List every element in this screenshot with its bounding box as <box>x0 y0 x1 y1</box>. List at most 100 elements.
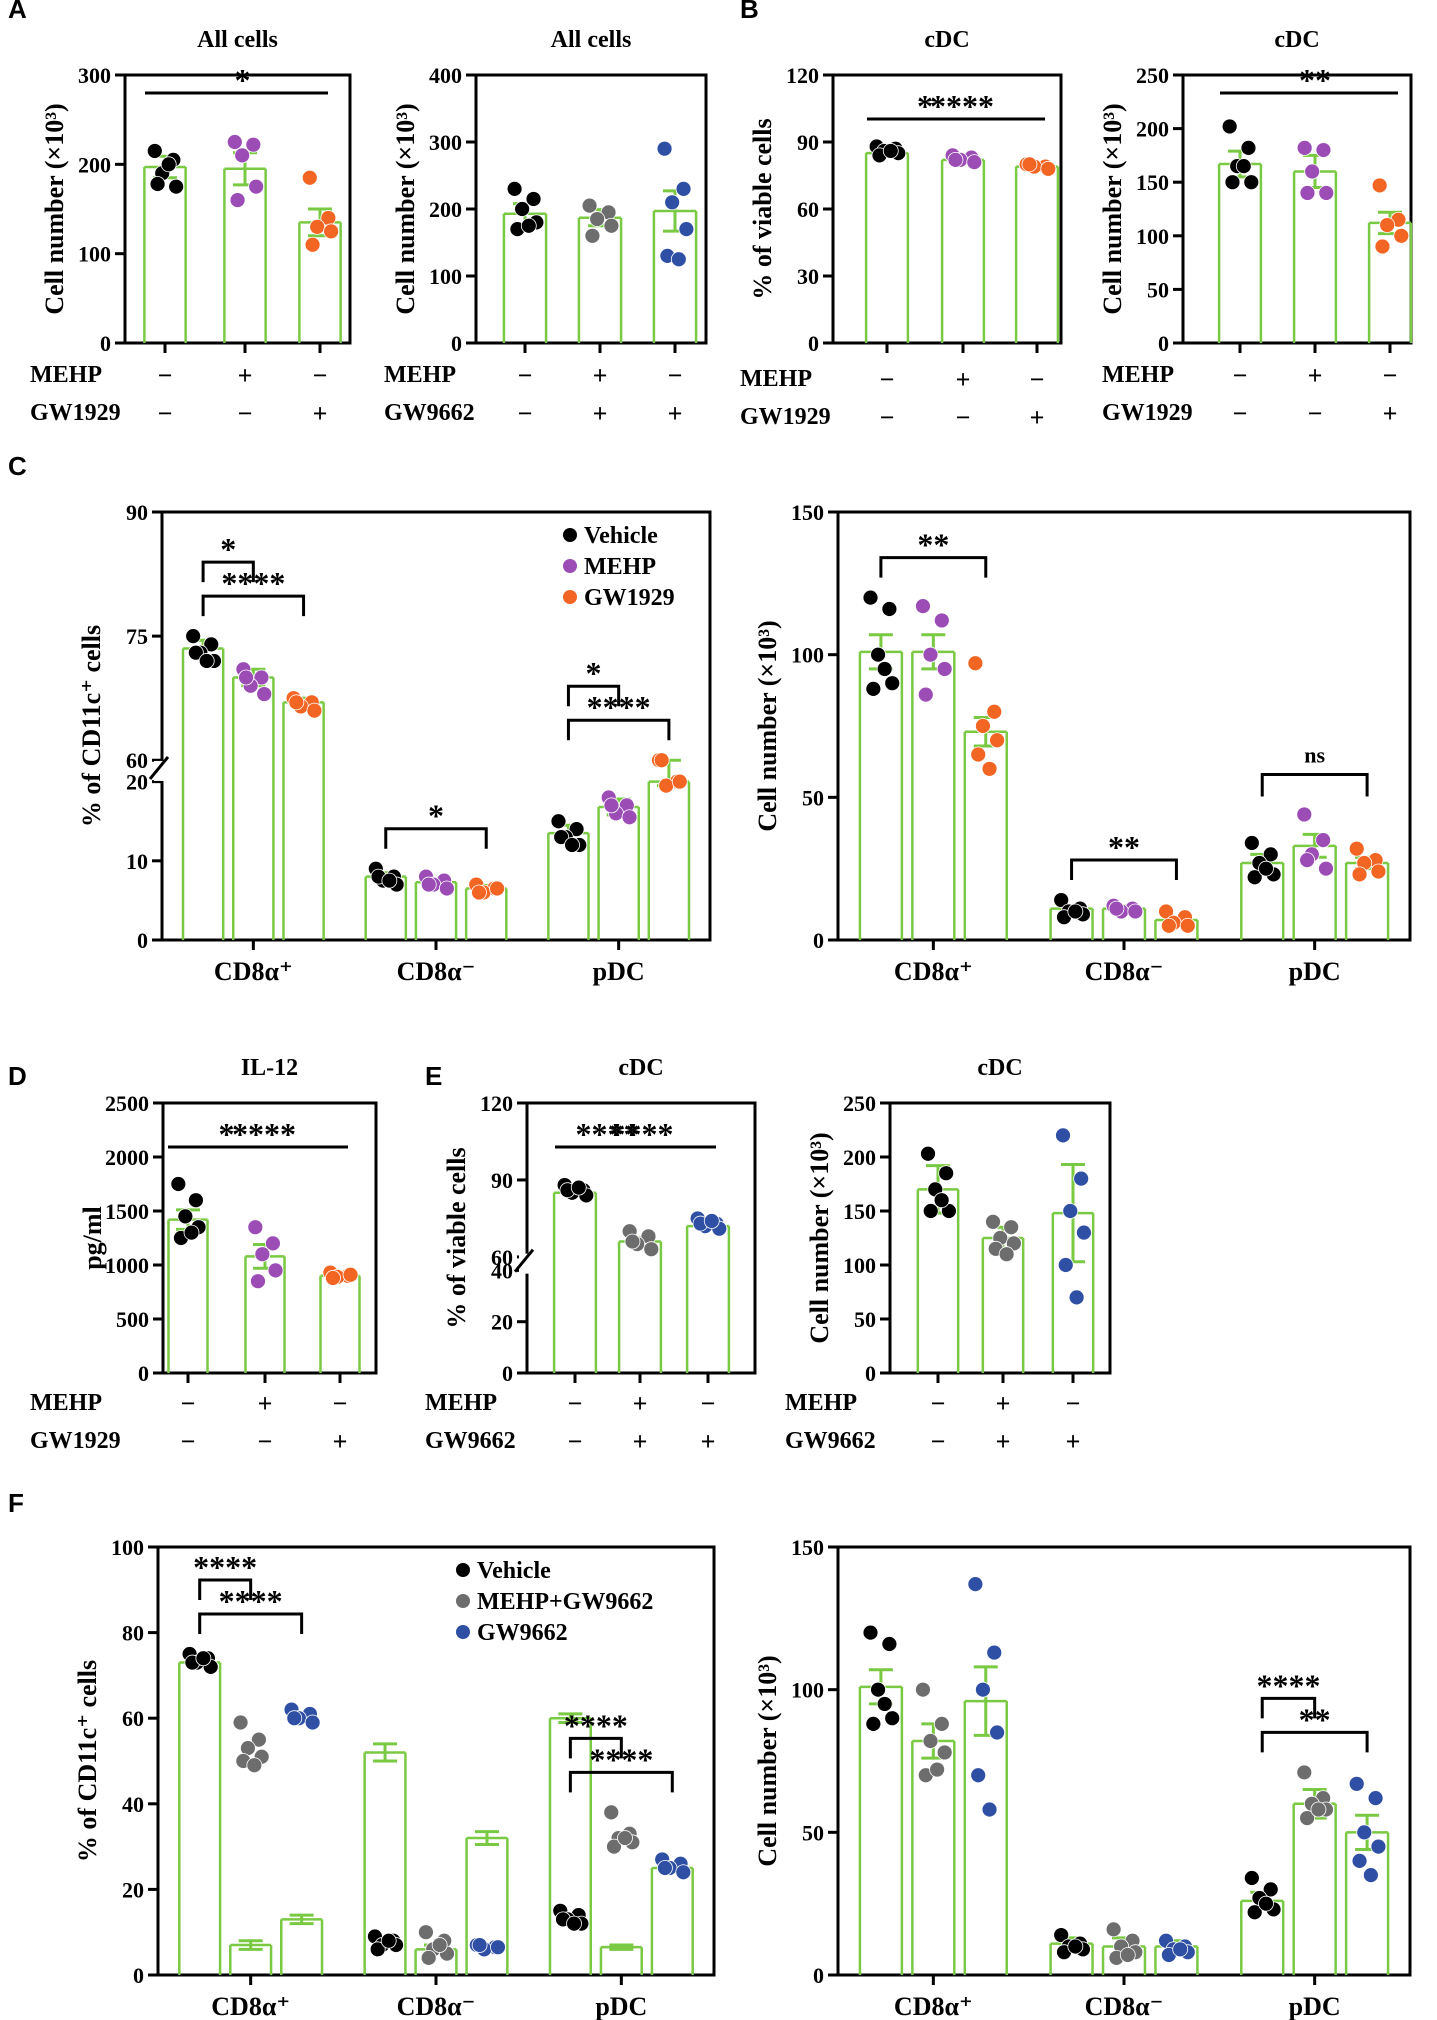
data-point <box>938 1165 955 1182</box>
data-point <box>381 872 398 889</box>
treatment-sign: + <box>996 1389 1011 1418</box>
treatment-sign: − <box>880 365 895 394</box>
y-tick-label: 0 <box>1158 331 1169 356</box>
plot-frame <box>1181 73 1413 345</box>
data-point <box>1105 1921 1122 1938</box>
data-point <box>1108 900 1125 917</box>
data-point <box>1367 1790 1384 1806</box>
data-point <box>251 1731 267 1748</box>
treatment-sign: − <box>181 1427 196 1456</box>
chart-title: cDC <box>924 27 969 53</box>
data-point <box>246 1757 263 1774</box>
treatment-sign: − <box>1066 1389 1081 1418</box>
y-tick-label: 300 <box>78 63 111 88</box>
y-tick-label: 250 <box>843 1091 876 1116</box>
legend-marker <box>563 559 577 573</box>
data-point <box>656 140 673 157</box>
y-tick-label: 90 <box>126 500 148 525</box>
data-point <box>238 669 254 686</box>
significance-label: **** <box>232 1116 296 1152</box>
data-point <box>1318 185 1335 201</box>
data-point <box>146 143 163 159</box>
chart-title: cDC <box>977 1055 1022 1081</box>
y-tick-label: 100 <box>78 242 111 267</box>
data-point <box>966 154 983 171</box>
data-point <box>1235 158 1252 175</box>
data-point <box>1068 1289 1085 1306</box>
data-point <box>418 1924 434 1941</box>
y-tick-label: 20 <box>122 1877 144 1902</box>
data-point <box>967 1576 984 1592</box>
data-point <box>703 1213 720 1229</box>
data-point <box>922 1203 939 1219</box>
treatment-label: MEHP <box>1102 362 1174 388</box>
significance-bracket <box>566 684 621 707</box>
legend-marker <box>456 1563 470 1577</box>
data-point <box>1021 156 1038 173</box>
chart-B2: 0 50 100 150 200 250 Cell number (×10³) cDC ** ME… <box>1098 27 1413 428</box>
data-point <box>1315 142 1332 158</box>
chart-A1: 0 100 200 300 Cell number (×10³) All cells * ME… <box>30 27 352 428</box>
data-point <box>1246 869 1263 886</box>
x-category-label: CD8α⁺ <box>894 1992 973 2020</box>
data-point <box>490 1939 506 1956</box>
panel-label-D: D <box>8 1061 27 1091</box>
treatment-sign: + <box>1383 399 1398 428</box>
treatment-sign: + <box>333 1427 348 1456</box>
y-tick-label: 100 <box>791 643 824 668</box>
data-point <box>970 1767 987 1784</box>
data-point <box>566 1915 582 1932</box>
data-point <box>254 1246 271 1263</box>
significance-label: **** <box>193 1549 257 1585</box>
significance-bracket <box>1260 1730 1369 1753</box>
y-tick-label: 40 <box>491 1258 513 1283</box>
treatment-sign: + <box>633 1389 648 1418</box>
y-tick-label: 200 <box>78 152 111 177</box>
data-point <box>265 1235 281 1252</box>
y-tick-label: 80 <box>122 1621 144 1646</box>
data-point <box>1371 177 1388 194</box>
significance-bracket <box>201 594 306 617</box>
data-point <box>471 884 487 901</box>
data-point <box>986 703 1003 720</box>
treatment-label: GW9662 <box>425 1428 516 1454</box>
y-tick-label: 90 <box>797 130 819 155</box>
y-tick-label: 100 <box>791 1678 824 1703</box>
data-point <box>304 1714 321 1731</box>
y-tick-label: 0 <box>451 331 462 356</box>
data-point <box>981 1801 998 1818</box>
y-tick-label: 0 <box>133 1963 144 1988</box>
significance-label: **** <box>219 1583 283 1619</box>
data-point <box>981 760 998 777</box>
data-point <box>342 1266 359 1283</box>
significance-bracket <box>384 827 488 849</box>
data-point <box>671 773 688 790</box>
data-point <box>267 1262 284 1279</box>
data-point <box>881 601 898 617</box>
treatment-sign: + <box>701 1427 716 1456</box>
y-tick-label: 0 <box>100 331 111 356</box>
treatment-sign: − <box>238 399 253 428</box>
data-point <box>553 829 570 845</box>
treatment-sign: + <box>633 1427 648 1456</box>
y-tick-label: 60 <box>491 1245 513 1270</box>
data-point <box>1172 1941 1189 1958</box>
data-point <box>653 752 670 769</box>
data-point <box>675 180 692 197</box>
chart-title: cDC <box>1274 27 1319 53</box>
significance-bracket <box>1260 772 1369 797</box>
y-tick-label: 0 <box>813 1963 824 1988</box>
treatment-sign: + <box>313 399 328 428</box>
data-point <box>936 661 953 677</box>
y-tick-label: 30 <box>797 264 819 289</box>
data-point <box>183 1224 200 1241</box>
y-axis-label: pg/ml <box>78 1206 107 1270</box>
treatment-label: MEHP <box>785 1390 857 1416</box>
chart-B1: 0 30 60 90 120 % of viable cells cDC ***** MEHP −… <box>740 27 1063 432</box>
x-category-label: CD8α⁺ <box>894 957 973 986</box>
data-point <box>881 1636 898 1652</box>
data-point <box>986 1644 1003 1661</box>
treatment-label: MEHP <box>30 1390 102 1416</box>
significance-label: * <box>220 531 236 567</box>
data-point <box>256 686 273 702</box>
